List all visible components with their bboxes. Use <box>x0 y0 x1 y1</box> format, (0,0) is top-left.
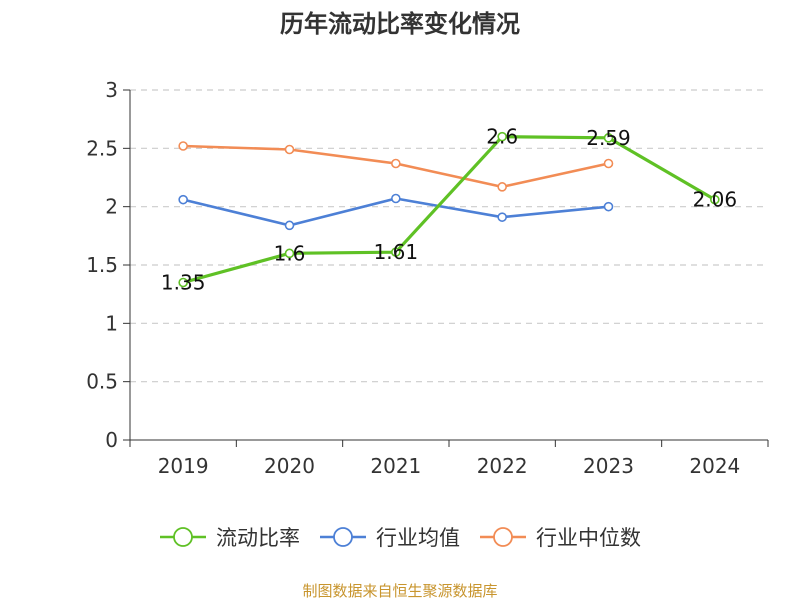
data-label: 1.6 <box>274 241 306 265</box>
source-note: 制图数据来自恒生聚源数据库 <box>302 582 497 600</box>
data-point <box>603 158 614 169</box>
data-labels: 1.35 1.6 1.61 2.6 2.59 2.06 <box>161 125 737 295</box>
y-tick-label: 2 <box>105 195 118 219</box>
data-point <box>284 220 295 231</box>
legend: 流动比率 行业均值 行业中位数 <box>160 526 641 550</box>
data-point <box>178 194 188 205</box>
data-point <box>710 194 720 205</box>
data-point <box>178 277 188 288</box>
legend-label: 行业均值 <box>376 526 460 550</box>
x-tick-label: 2021 <box>370 454 421 478</box>
data-point <box>178 141 188 151</box>
y-tick-label: 3 <box>105 78 118 102</box>
legend-swatch-marker <box>333 527 353 547</box>
y-tick-labels: 0 0.5 1 1.5 2 2.5 3 <box>86 78 118 452</box>
x-tick-label: 2023 <box>583 454 634 478</box>
data-point <box>391 158 401 169</box>
data-point <box>391 247 401 257</box>
y-tick-label: 2.5 <box>86 136 118 160</box>
data-point <box>284 248 295 259</box>
data-point <box>497 131 507 142</box>
series-lines <box>182 135 716 285</box>
y-tick-label: 0.5 <box>86 370 118 394</box>
x-tick-label: 2020 <box>264 454 315 478</box>
series-points <box>178 131 720 288</box>
data-label: 1.61 <box>374 240 419 264</box>
x-tick-label: 2024 <box>689 454 740 478</box>
data-point <box>391 193 401 204</box>
x-tick-label: 2022 <box>477 454 528 478</box>
legend-swatch-marker <box>173 527 193 547</box>
y-tick-label: 1.5 <box>86 253 118 277</box>
data-label: 2.59 <box>586 126 631 150</box>
grid-lines <box>130 89 768 383</box>
data-point <box>497 212 507 222</box>
series-line-0 <box>182 135 716 285</box>
data-point <box>603 201 614 212</box>
x-tick-labels: 2019 2020 2021 2022 2023 2024 <box>158 454 741 478</box>
y-tick-label: 0 <box>105 428 118 452</box>
legend-label: 流动比率 <box>216 526 300 550</box>
x-tick-label: 2019 <box>158 454 209 478</box>
data-label: 2.6 <box>486 125 518 149</box>
data-point <box>603 133 614 143</box>
axes <box>123 89 769 447</box>
data-label: 1.35 <box>161 271 206 295</box>
legend-swatch-marker <box>493 527 513 547</box>
legend-label: 行业中位数 <box>536 526 641 550</box>
data-point <box>284 144 295 155</box>
chart-title: 历年流动比率变化情况 <box>280 10 520 38</box>
data-point <box>497 182 507 192</box>
data-label: 2.06 <box>693 188 738 212</box>
y-tick-label: 1 <box>105 311 118 335</box>
